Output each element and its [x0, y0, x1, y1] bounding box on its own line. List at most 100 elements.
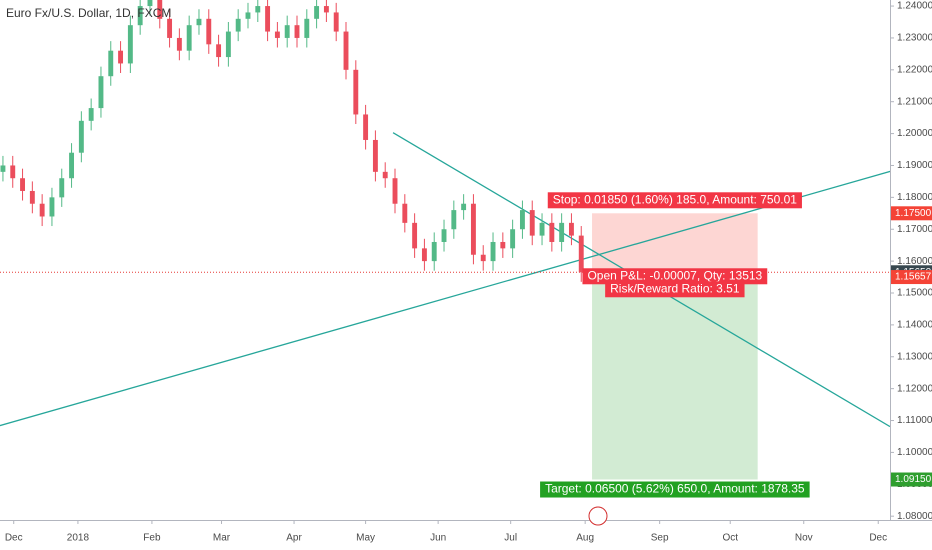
candle-body	[412, 222, 418, 249]
candle-body	[118, 50, 124, 64]
candle-body	[323, 6, 329, 13]
candle-body	[29, 190, 35, 204]
candle-body	[294, 25, 300, 38]
x-tick-label: Aug	[576, 533, 594, 544]
x-tick-label: Oct	[722, 533, 738, 544]
x-tick-label: Dec	[869, 533, 887, 544]
candle-body	[421, 248, 427, 262]
x-tick-label: Feb	[143, 533, 161, 544]
x-tick-label: Nov	[795, 533, 813, 544]
candle-body	[176, 37, 182, 51]
x-tick-label: Apr	[286, 533, 302, 544]
position-label: Stop: 0.01850 (1.60%) 185.0, Amount: 750…	[553, 192, 798, 206]
y-tick-label: 1.10000	[897, 447, 932, 458]
candle-body	[59, 178, 65, 198]
y-tick-label: 1.13000	[897, 351, 932, 362]
candle-body	[568, 222, 574, 236]
candle-body	[49, 197, 55, 217]
candle-body	[559, 222, 565, 242]
chart-title: Euro Fx/U.S. Dollar, 1D, FXCM	[6, 6, 171, 20]
candle-body	[127, 25, 133, 64]
candle-body	[0, 165, 6, 172]
price-badge-label: 1.15657	[895, 272, 932, 283]
candle-body	[490, 241, 496, 262]
candle-body	[167, 18, 173, 38]
candle-body	[510, 229, 516, 249]
candle-body	[382, 171, 388, 179]
y-tick-label: 1.22000	[897, 64, 932, 75]
y-tick-label: 1.19000	[897, 160, 932, 171]
candle-body	[196, 18, 202, 26]
candle-body	[470, 203, 476, 255]
candle-body	[245, 12, 251, 19]
candle-body	[206, 18, 212, 45]
candle-body	[519, 210, 525, 230]
candle-body	[363, 114, 369, 140]
plot-area	[0, 0, 890, 480]
candle-body	[549, 222, 555, 242]
candle-body	[402, 203, 408, 223]
price-badge	[891, 206, 932, 221]
event-icon[interactable]	[588, 506, 608, 526]
candle-body	[333, 12, 339, 32]
candle-body	[235, 18, 241, 32]
candle-body	[441, 229, 447, 242]
candle-body	[500, 241, 506, 249]
x-tick-label: 2018	[67, 533, 90, 544]
x-tick-label: Jul	[504, 533, 517, 544]
candle-body	[392, 178, 398, 204]
candle-body	[353, 69, 359, 115]
candle-body	[539, 222, 545, 236]
y-tick-label: 1.23000	[897, 33, 932, 44]
y-tick-label: 1.14000	[897, 320, 932, 331]
candle-body	[480, 254, 486, 262]
candle-body	[255, 6, 261, 13]
candle-body	[20, 178, 25, 191]
price-badge	[891, 270, 932, 285]
candle-body	[147, 0, 153, 7]
candle-body	[304, 18, 310, 38]
y-tick-label: 1.20000	[897, 128, 932, 139]
position-label: Target: 0.06500 (5.62%) 650.0, Amount: 1…	[545, 482, 805, 496]
candle-body	[284, 25, 290, 38]
candle-body	[98, 76, 104, 109]
y-tick-label: 1.18000	[897, 192, 932, 203]
candle-body	[314, 6, 320, 19]
y-tick-label: 1.12000	[897, 383, 932, 394]
candle-body	[225, 31, 231, 58]
position-label: Risk/Reward Ratio: 3.51	[610, 281, 740, 295]
candle-body	[451, 210, 457, 230]
candle-body	[216, 44, 222, 58]
candle-body	[10, 165, 16, 179]
candle-body	[88, 108, 94, 121]
candle-body	[265, 6, 271, 32]
price-badge-label: 1.17500	[895, 208, 932, 219]
x-tick-label: May	[356, 533, 375, 544]
candle-body	[343, 31, 349, 70]
y-tick-label: 1.11000	[897, 415, 932, 426]
price-badge-label: 1.09150	[895, 474, 932, 485]
candle-body	[431, 241, 437, 262]
position-label-box	[547, 192, 802, 209]
position-label-box	[540, 481, 810, 498]
position-label-box	[582, 268, 768, 285]
candle-body	[461, 203, 467, 211]
candle-body	[78, 120, 84, 153]
price-badge	[891, 472, 932, 487]
candle-body	[157, 0, 163, 19]
x-tick-label: Dec	[5, 533, 23, 544]
risk-zone	[592, 213, 758, 273]
candle-body	[69, 152, 75, 179]
candle-body	[578, 235, 584, 273]
y-tick-label: 1.24000	[897, 1, 932, 12]
position-label-box	[605, 281, 745, 298]
y-tick-label: 1.17000	[897, 224, 932, 235]
candle-body	[274, 31, 280, 38]
y-tick-label: 1.15000	[897, 288, 932, 299]
candle-body	[108, 50, 114, 77]
y-tick-label: 1.08000	[897, 511, 932, 522]
axes: 1.24000 1.23000 1.22000 1.21000 1.20000 1.190…	[5, 1, 932, 544]
x-tick-label: Jun	[430, 533, 446, 544]
x-tick-label: Mar	[213, 533, 231, 544]
